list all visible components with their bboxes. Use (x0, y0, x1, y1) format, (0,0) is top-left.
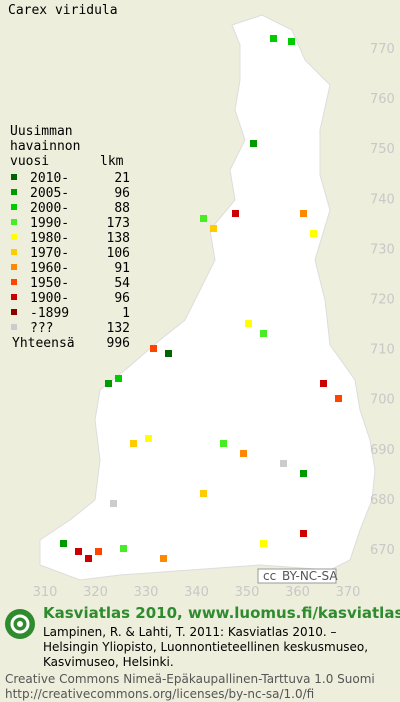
badge-license: BY-NC-SA (282, 569, 338, 583)
badge-cc: cc (263, 569, 276, 583)
legend-swatch (11, 324, 17, 330)
legend-swatch (11, 174, 17, 180)
legend-count: 132 (107, 321, 130, 336)
x-tick-label: 360 (285, 585, 310, 600)
legend-swatch (11, 234, 17, 240)
legend-swatch (11, 264, 17, 270)
cc-badge: cc BY-NC-SA (257, 568, 338, 584)
x-tick-label: 320 (83, 585, 108, 600)
legend-label: 2000- (30, 201, 69, 216)
legend-count: 138 (107, 231, 130, 246)
occurrence-squares (60, 35, 342, 562)
license-url: http://creativecommons.org/licenses/by-n… (5, 687, 314, 701)
y-tick-label: 770 (370, 42, 395, 57)
legend-swatch (11, 294, 17, 300)
legend-label: 1970- (30, 246, 69, 261)
legend-label: 2005- (30, 186, 69, 201)
x-tick-label: 340 (184, 585, 209, 600)
legend-label: 1980- (30, 231, 69, 246)
y-tick-label: 680 (370, 493, 395, 508)
legend-heading: vuosi (10, 154, 49, 169)
legend-label: 1990- (30, 216, 69, 231)
legend-label: 1960- (30, 261, 69, 276)
legend-label: 2010- (30, 171, 69, 186)
y-tick-label: 690 (370, 443, 395, 458)
legend-label: 1900- (30, 291, 69, 306)
site-name: Kasviatlas 2010, www.luomus.fi/kasviatla… (43, 604, 400, 622)
legend-count: 88 (114, 201, 130, 216)
y-tick-label: 740 (370, 192, 395, 207)
citation: Helsingin Yliopisto, Luonnontieteellinen… (43, 640, 368, 654)
legend-swatch (11, 219, 17, 225)
legend-swatch (11, 189, 17, 195)
legend-count: 21 (114, 171, 130, 186)
legend-total-label: Yhteensä (12, 336, 75, 351)
legend-total: 996 (107, 336, 130, 351)
logo (5, 609, 35, 639)
y-tick-label: 710 (370, 343, 395, 358)
legend-swatch (11, 309, 17, 315)
legend-heading: havainnon (10, 139, 80, 154)
legend: Uusimman havainnon vuosi lkm Yhteensä 99… (10, 124, 130, 351)
species-title: Carex viridula (8, 3, 118, 18)
x-tick-label: 310 (33, 585, 58, 600)
y-tick-label: 730 (370, 242, 395, 257)
legend-count: 1 (122, 306, 130, 321)
legend-count: 96 (114, 291, 130, 306)
legend-label: ??? (30, 321, 53, 336)
x-tick-label: 370 (336, 585, 361, 600)
license-text: Creative Commons Nimeä-Epäkaupallinen-Ta… (5, 672, 375, 686)
legend-label: -1899 (30, 306, 69, 321)
legend-swatch (11, 279, 17, 285)
citation: Kasvimuseo, Helsinki. (43, 655, 174, 669)
legend-count: 54 (114, 276, 130, 291)
x-tick-label: 330 (134, 585, 159, 600)
y-tick-label: 750 (370, 142, 395, 157)
x-tick-label: 350 (235, 585, 260, 600)
legend-count-heading: lkm (100, 154, 124, 169)
legend-swatch (11, 204, 17, 210)
finland-outline (39, 14, 376, 581)
citation: Lampinen, R. & Lahti, T. 2011: Kasviatla… (43, 625, 337, 639)
legend-count: 173 (107, 216, 130, 231)
y-tick-label: 700 (370, 393, 395, 408)
legend-count: 96 (114, 186, 130, 201)
legend-swatch (11, 249, 17, 255)
legend-label: 1950- (30, 276, 69, 291)
y-tick-label: 670 (370, 543, 395, 558)
legend-heading: Uusimman (10, 124, 73, 139)
legend-count: 106 (107, 246, 130, 261)
y-tick-label: 760 (370, 92, 395, 107)
y-tick-label: 720 (370, 293, 395, 308)
legend-count: 91 (114, 261, 130, 276)
